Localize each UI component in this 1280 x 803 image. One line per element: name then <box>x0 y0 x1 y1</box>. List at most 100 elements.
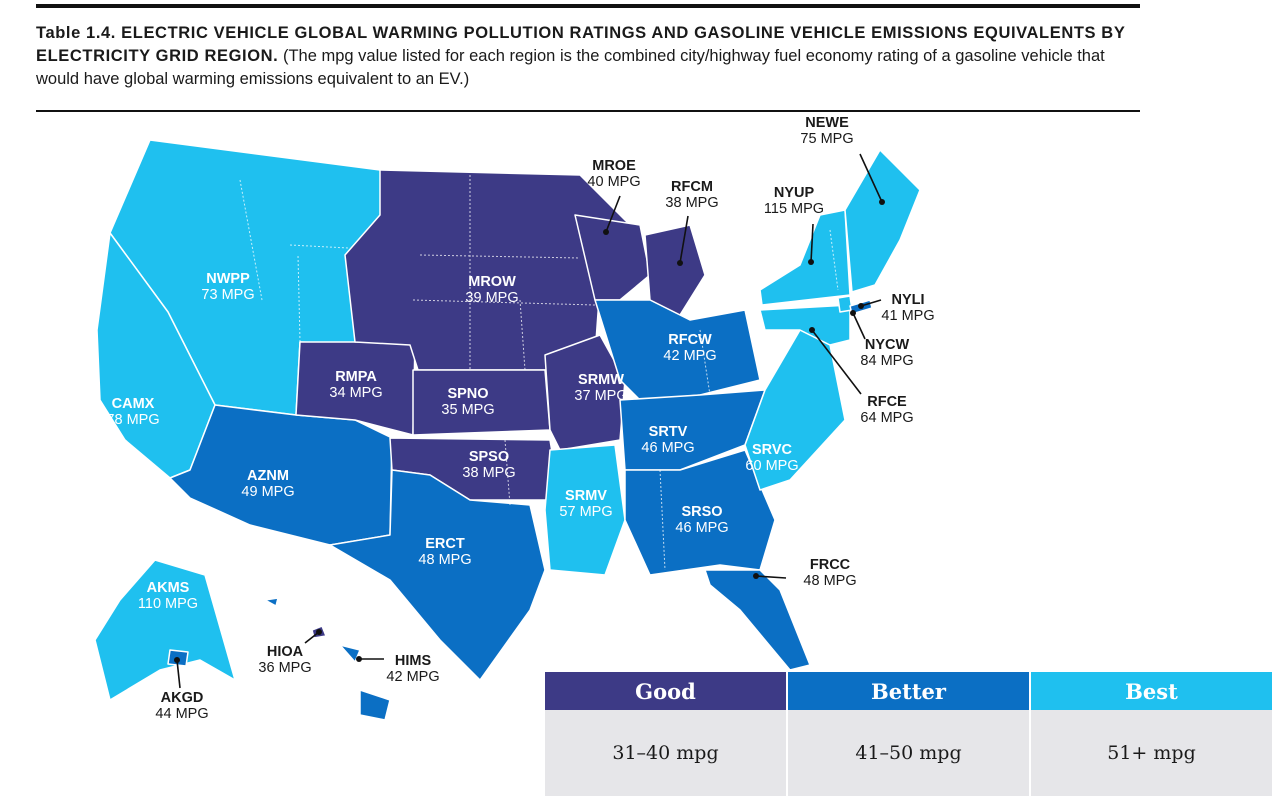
table-header: Table 1.4. ELECTRIC VEHICLE GLOBAL WARMI… <box>36 22 1140 91</box>
region-mpg: 42 MPG <box>386 669 439 685</box>
leader-line-nyli <box>860 299 882 307</box>
table-title: Table 1.4. ELECTRIC VEHICLE GLOBAL WARMI… <box>36 24 1126 65</box>
top-rule <box>36 4 1140 8</box>
region-shape-mroe <box>574 214 651 301</box>
region-mpg: 38 MPG <box>462 465 515 481</box>
region-code: SRMW <box>578 372 624 388</box>
leader-dot-newe <box>879 199 885 205</box>
region-mpg: 84 MPG <box>860 353 913 369</box>
leader-dot-hims <box>356 656 362 662</box>
region-mpg: 37 MPG <box>574 388 627 404</box>
region-label-rfcm: RFCM 38 MPG <box>665 179 718 211</box>
region-mpg: 60 MPG <box>745 458 798 474</box>
region-shape-nyup <box>759 209 851 306</box>
region-mpg: 40 MPG <box>587 174 640 190</box>
table-description: (The mpg value listed for each region is… <box>36 47 1105 88</box>
legend-good-range: 31–40 mpg <box>612 742 719 764</box>
region-code: MROW <box>468 274 516 290</box>
region-label-hims: HIMS 42 MPG <box>386 653 439 685</box>
region-code: AKGD <box>161 690 204 706</box>
region-code: RFCE <box>867 394 907 410</box>
region-mpg: 41 MPG <box>881 308 934 324</box>
region-mpg: 44 MPG <box>155 706 208 722</box>
region-label-mrow: MROW 39 MPG <box>465 274 518 306</box>
region-shape-hims-2 <box>359 689 391 721</box>
leader-line-rfcm <box>679 215 689 264</box>
state-borders <box>239 175 839 571</box>
region-shape-rfcm <box>644 224 706 316</box>
region-shape-akms <box>94 559 236 701</box>
region-mpg: 110 MPG <box>138 596 198 612</box>
region-mpg: 46 MPG <box>675 520 728 536</box>
region-label-srtv: SRTV 46 MPG <box>641 424 694 456</box>
region-code: CAMX <box>112 396 155 412</box>
region-shapes <box>94 139 921 721</box>
region-label-mroe: MROE 40 MPG <box>587 158 640 190</box>
region-label-srso: SRSO 46 MPG <box>675 504 728 536</box>
region-mpg: 35 MPG <box>441 402 494 418</box>
header-rule <box>36 110 1140 112</box>
leader-dot-rfce <box>809 327 815 333</box>
state-border-9 <box>659 469 666 571</box>
region-mpg: 75 MPG <box>800 131 853 147</box>
region-mpg: 39 MPG <box>465 290 518 306</box>
state-border-4 <box>419 254 581 259</box>
region-mpg: 42 MPG <box>663 348 716 364</box>
region-shape-hims-0 <box>264 597 279 607</box>
leader-dot-rfcm <box>677 260 683 266</box>
region-label-srmw: SRMW 37 MPG <box>574 372 627 404</box>
legend-good-label: Good <box>545 672 786 710</box>
leader-line-mroe <box>605 195 621 233</box>
leader-dot-frcc <box>753 573 759 579</box>
region-shape-erct <box>329 469 546 681</box>
region-shape-nycw <box>837 295 853 313</box>
region-mpg: 48 MPG <box>803 573 856 589</box>
leader-line-nyup <box>810 223 814 263</box>
region-code: MROE <box>592 158 636 174</box>
region-mpg: 73 MPG <box>201 287 254 303</box>
region-label-nyli: NYLI 41 MPG <box>881 292 934 324</box>
region-code: SRSO <box>681 504 722 520</box>
region-label-hioa: HIOA 36 MPG <box>258 644 311 676</box>
region-label-akgd: AKGD 44 MPG <box>155 690 208 722</box>
region-code: AZNM <box>247 468 289 484</box>
state-border-1 <box>289 244 349 249</box>
region-shape-hims-1 <box>339 644 361 663</box>
leader-dot-mroe <box>603 229 609 235</box>
state-border-0 <box>239 179 263 301</box>
region-shape-mrow <box>344 169 636 371</box>
region-code: SPSO <box>469 449 509 465</box>
region-label-spno: SPNO 35 MPG <box>441 386 494 418</box>
legend-better-range: 41–50 mpg <box>786 710 1029 796</box>
state-border-2 <box>297 254 301 343</box>
region-label-srmv: SRMV 57 MPG <box>559 488 612 520</box>
leader-dot-nyli <box>858 303 864 309</box>
region-code: RFCM <box>671 179 713 195</box>
region-label-spso: SPSO 38 MPG <box>462 449 515 481</box>
region-shape-srmv <box>544 444 626 576</box>
region-label-rfce: RFCE 64 MPG <box>860 394 913 426</box>
leader-lines <box>174 153 885 689</box>
region-code: NYLI <box>891 292 924 308</box>
region-mpg: 46 MPG <box>641 440 694 456</box>
region-label-srvc: SRVC 60 MPG <box>745 442 798 474</box>
region-mpg: 78 MPG <box>106 412 159 428</box>
legend-best-range: 51+ mpg <box>1029 710 1272 796</box>
region-code: NWPP <box>206 271 250 287</box>
leader-line-akgd <box>176 659 181 689</box>
region-label-nycw: NYCW 84 MPG <box>860 337 913 369</box>
region-code: HIMS <box>395 653 432 669</box>
leader-dot-hioa <box>316 629 322 635</box>
region-shape-newe <box>844 149 921 293</box>
leader-dot-nyup <box>808 259 814 265</box>
region-label-frcc: FRCC 48 MPG <box>803 557 856 589</box>
legend-better-label: Better <box>786 672 1029 710</box>
region-code: ERCT <box>425 536 465 552</box>
state-border-7 <box>504 439 511 506</box>
region-label-rmpa: RMPA 34 MPG <box>329 369 382 401</box>
region-code: NEWE <box>805 115 849 131</box>
region-mpg: 38 MPG <box>665 195 718 211</box>
region-code: SRTV <box>649 424 688 440</box>
region-mpg: 64 MPG <box>860 410 913 426</box>
leader-line-newe <box>859 153 883 203</box>
